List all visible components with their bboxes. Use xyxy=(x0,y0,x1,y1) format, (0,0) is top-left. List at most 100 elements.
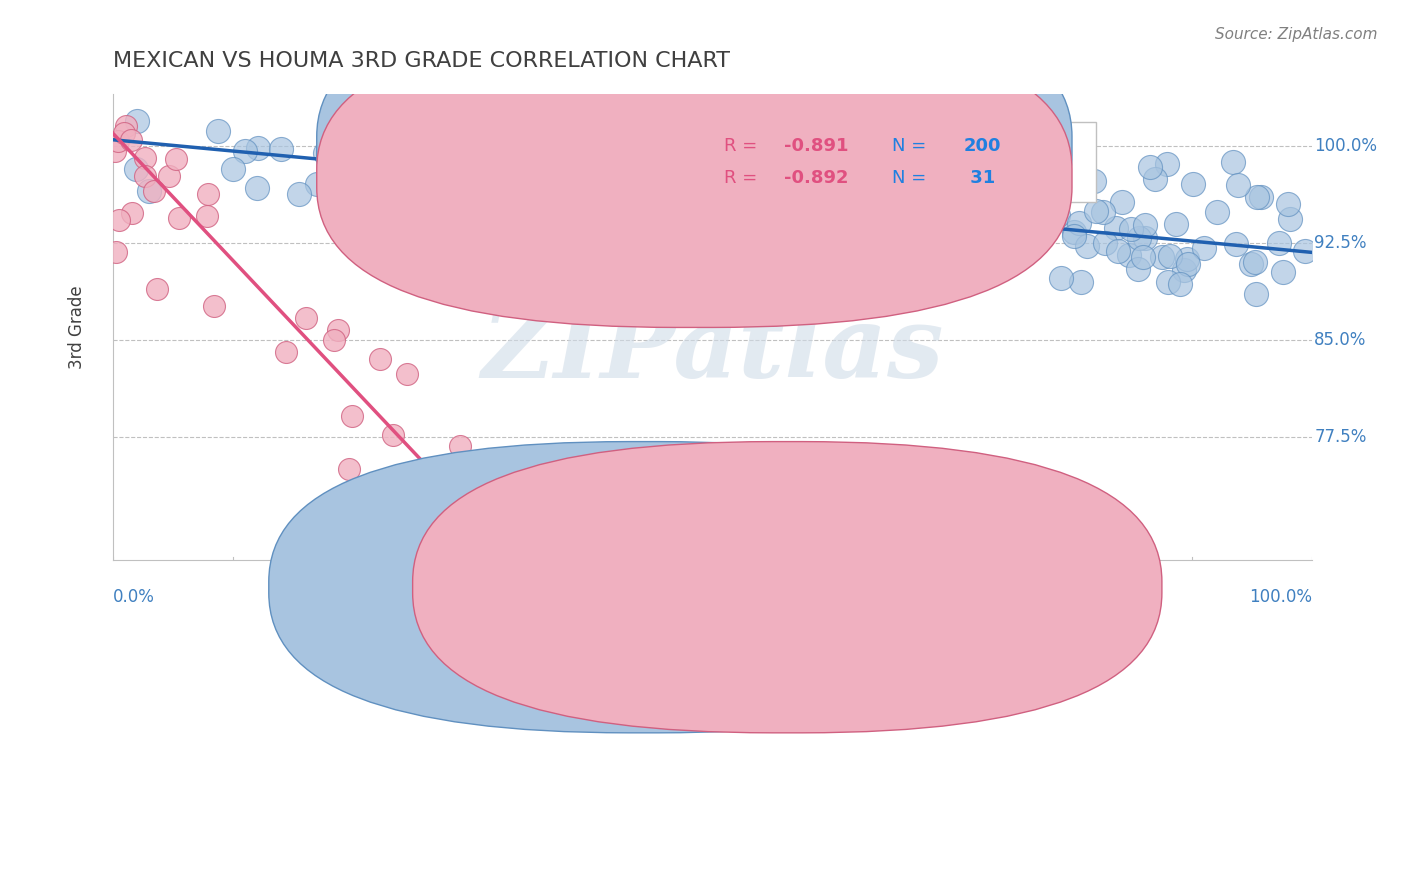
Point xyxy=(778,117,800,131)
FancyBboxPatch shape xyxy=(316,0,1071,295)
Point xyxy=(966,207,988,221)
Point xyxy=(1164,217,1187,231)
Point xyxy=(783,138,806,153)
Text: N =: N = xyxy=(893,136,932,154)
Point xyxy=(1128,230,1150,244)
Point xyxy=(1015,184,1038,198)
Point xyxy=(758,172,780,186)
Point xyxy=(391,106,413,120)
Point xyxy=(704,231,727,245)
Text: Mexicans: Mexicans xyxy=(665,574,742,592)
Point xyxy=(401,178,423,192)
Point xyxy=(960,193,983,207)
Text: Source: ZipAtlas.com: Source: ZipAtlas.com xyxy=(1215,27,1378,42)
Point xyxy=(411,189,433,203)
Point xyxy=(911,127,934,141)
Point xyxy=(845,137,868,152)
Point xyxy=(1139,160,1161,174)
Point xyxy=(591,222,613,236)
Point xyxy=(918,194,941,209)
Point xyxy=(463,128,485,143)
Point xyxy=(579,160,602,174)
Point xyxy=(872,170,894,185)
Point xyxy=(718,194,741,208)
Point xyxy=(931,211,953,226)
Point xyxy=(932,235,955,250)
Point xyxy=(703,148,725,162)
Point xyxy=(322,333,344,347)
FancyBboxPatch shape xyxy=(652,122,1095,202)
Point xyxy=(591,174,613,188)
Point xyxy=(908,161,931,176)
Point xyxy=(983,165,1005,179)
Point xyxy=(720,178,742,193)
Text: 31: 31 xyxy=(965,169,995,187)
Point xyxy=(763,196,786,211)
Text: R =: R = xyxy=(724,169,763,187)
Point xyxy=(274,345,297,359)
Point xyxy=(478,148,501,162)
Point xyxy=(1152,250,1174,264)
Point xyxy=(576,133,599,147)
Point xyxy=(917,229,939,244)
Text: MEXICAN VS HOUMA 3RD GRADE CORRELATION CHART: MEXICAN VS HOUMA 3RD GRADE CORRELATION C… xyxy=(112,51,730,70)
Point xyxy=(766,191,789,205)
Point xyxy=(807,163,830,178)
Point xyxy=(326,323,349,337)
Point xyxy=(464,128,486,143)
Point xyxy=(1244,287,1267,301)
Point xyxy=(207,123,229,137)
Point xyxy=(138,184,160,198)
Text: 100.0%: 100.0% xyxy=(1315,137,1376,155)
Point xyxy=(794,188,817,202)
Point xyxy=(1156,157,1178,171)
Point xyxy=(860,198,883,212)
Point xyxy=(361,174,384,188)
Point xyxy=(592,168,614,182)
Point xyxy=(1135,231,1157,245)
Point xyxy=(908,157,931,171)
Point xyxy=(519,145,541,160)
Point xyxy=(1118,248,1140,262)
Point xyxy=(1067,216,1090,230)
Point xyxy=(602,138,624,153)
Point xyxy=(991,182,1014,196)
Point xyxy=(167,211,190,225)
Point xyxy=(1225,237,1247,252)
Point xyxy=(633,166,655,180)
Point xyxy=(195,209,218,223)
Point xyxy=(515,203,537,218)
Point xyxy=(915,235,938,249)
Point xyxy=(537,164,560,178)
Point xyxy=(884,172,907,186)
Point xyxy=(599,209,621,223)
Point xyxy=(233,145,256,159)
Point xyxy=(1105,221,1128,235)
Point xyxy=(120,132,142,146)
Point xyxy=(813,241,835,255)
Text: R =: R = xyxy=(724,136,763,154)
Point xyxy=(1111,194,1133,209)
Point xyxy=(385,513,408,527)
Text: 92.5%: 92.5% xyxy=(1315,235,1367,252)
Point xyxy=(581,149,603,163)
Point xyxy=(664,195,686,210)
Point xyxy=(121,206,143,220)
Point xyxy=(770,196,793,211)
Point xyxy=(652,145,675,160)
Point xyxy=(817,216,839,230)
Point xyxy=(197,186,219,201)
Point xyxy=(1159,249,1181,263)
Point xyxy=(1294,244,1316,258)
Point xyxy=(363,97,385,112)
Point xyxy=(675,163,697,178)
Point xyxy=(134,151,156,165)
Point xyxy=(1133,218,1156,232)
Text: 0.0%: 0.0% xyxy=(112,589,155,607)
Point xyxy=(104,245,127,260)
Point xyxy=(368,352,391,367)
Point xyxy=(668,191,690,205)
Point xyxy=(962,194,984,208)
Point xyxy=(827,254,849,268)
Point xyxy=(246,181,269,195)
